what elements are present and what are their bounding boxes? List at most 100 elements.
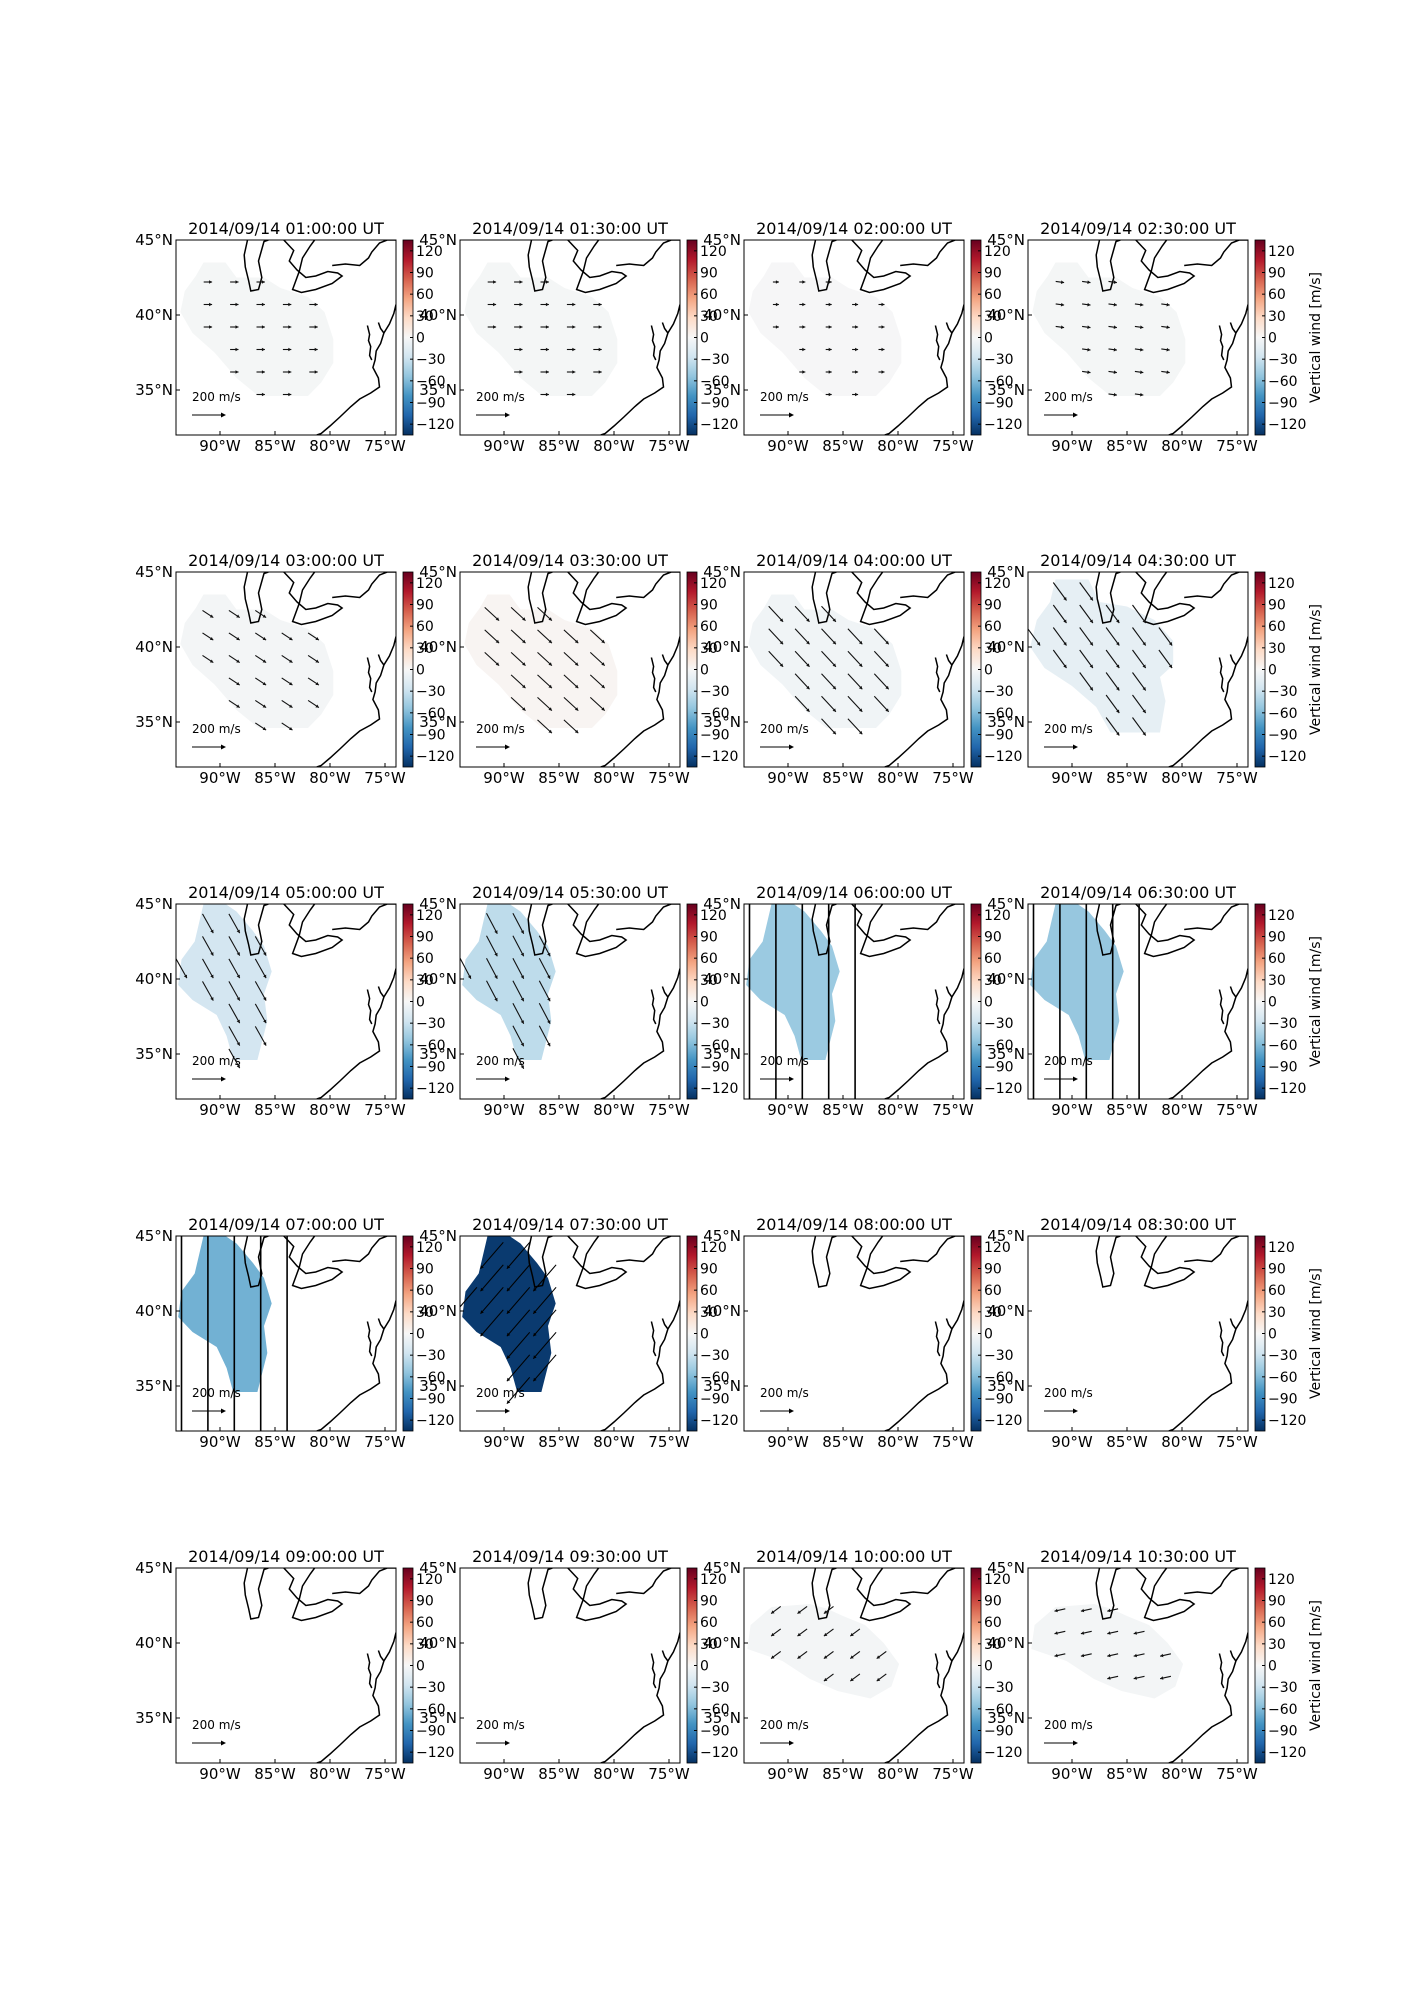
colorbar-tick-label: 30 (1268, 309, 1286, 325)
coastline (527, 1568, 553, 1620)
panel-title: 2014/09/14 06:00:00 UT (756, 883, 952, 902)
colorbar-tick-label: 120 (1268, 908, 1295, 924)
coastline (616, 1568, 680, 1595)
wind-vector-head (598, 302, 602, 307)
x-tick-label: 80°W (593, 1433, 635, 1451)
wind-vector-head (236, 929, 240, 934)
colorbar-tick-label: 120 (984, 908, 1011, 924)
wind-vector (794, 650, 810, 668)
wind-vector-head (236, 1019, 240, 1024)
colorbar-tick-label: 0 (984, 1659, 993, 1675)
y-tick-label: 35°N (987, 1709, 1025, 1727)
wind-vector-head (823, 1677, 828, 1682)
vertical-wind-fill (746, 904, 840, 1060)
wind-vector-head (467, 975, 472, 979)
wind-vector (768, 650, 784, 668)
map-frame (743, 1567, 965, 1764)
wind-vector-head (520, 1065, 524, 1069)
colorbar-tick-label: 90 (984, 266, 1002, 282)
map-frame (1027, 239, 1249, 436)
reference-arrow-head (505, 1076, 510, 1082)
y-tick-label: 45°N (135, 563, 173, 581)
colorbar-tick-label: 30 (416, 1637, 434, 1653)
colorbar-tick-label: −90 (1268, 1392, 1298, 1408)
reference-arrow-head (221, 1740, 226, 1746)
y-tick-label: 45°N (703, 231, 741, 249)
wind-vector-head (315, 681, 319, 686)
coastline (377, 986, 385, 998)
wind-vector-head (1133, 1631, 1138, 1635)
colorbar-tick-label: −120 (416, 1745, 454, 1761)
colorbar-tick-label: 120 (416, 908, 443, 924)
x-tick-label: 85°W (538, 1433, 580, 1451)
coastline (332, 240, 396, 267)
colorbar-tick-label: −90 (1268, 728, 1298, 744)
wind-vector-head (236, 681, 240, 686)
x-tick-label: 90°W (483, 1433, 525, 1451)
colorbar-tick-label: 120 (1268, 244, 1295, 260)
wind-vector-head (506, 1332, 511, 1337)
wind-vector-head (495, 617, 500, 621)
colorbar-tick-label: 0 (1268, 995, 1277, 1011)
colorbar-tick-label: 0 (984, 331, 993, 347)
wind-vector-head (547, 975, 551, 979)
wind-vector-head (547, 1042, 551, 1047)
x-tick-label: 75°W (364, 437, 406, 455)
reference-arrow-head (789, 1740, 794, 1746)
coastline (600, 1632, 680, 1763)
panel-title: 2014/09/14 05:00:00 UT (188, 883, 384, 902)
wind-vector-head (858, 685, 863, 690)
x-tick-label: 80°W (593, 769, 635, 787)
wind-vector-head (548, 707, 552, 711)
colorbar-tick-label: −90 (1268, 396, 1298, 412)
x-tick-label: 80°W (1161, 1433, 1203, 1451)
colorbar-tick-label: 60 (984, 619, 1002, 635)
panel-5: 200 m/s 2014/09/14 03:00:00 UT 90°W 85°W 80°… (135, 551, 454, 787)
panel-title: 2014/09/14 10:30:00 UT (1040, 1547, 1236, 1566)
panel-title: 2014/09/14 08:00:00 UT (756, 1215, 952, 1234)
y-tick-label: 35°N (419, 1377, 457, 1395)
wind-vector (202, 936, 214, 956)
wind-vector-head (261, 280, 265, 284)
wind-vector-head (261, 370, 265, 374)
coastline (1229, 322, 1237, 334)
wind-vector-head (850, 1632, 854, 1637)
colorbar-tick-label: 60 (984, 1615, 1002, 1631)
wind-vector (202, 958, 214, 979)
wind-vector-head (574, 729, 579, 734)
wind-vector-head (806, 618, 810, 622)
colorbar-tick-label: 90 (1268, 1594, 1286, 1610)
wind-vector-head (289, 681, 293, 686)
wind-vector (506, 1286, 531, 1315)
coastline (1184, 1236, 1248, 1263)
wind-vector-head (855, 302, 859, 307)
wind-vector-head (506, 1310, 511, 1314)
coastline (884, 304, 964, 435)
colorbar-tick-label: −30 (984, 1680, 1014, 1696)
colorbar-tick-label: 90 (984, 598, 1002, 614)
wind-vector-head (858, 730, 863, 735)
vertical-wind-fill (178, 904, 272, 1060)
map-area (180, 572, 396, 767)
colorbar-tick-label: −30 (416, 1348, 446, 1364)
coastline (527, 240, 553, 292)
colorbar-tick-label: 120 (984, 244, 1011, 260)
coastline (945, 986, 953, 998)
wind-vector (460, 1286, 478, 1308)
wind-vector-head (1142, 732, 1146, 736)
wind-vector-head (236, 614, 240, 618)
y-tick-label: 40°N (135, 638, 173, 656)
wind-vector (484, 606, 500, 622)
x-tick-label: 80°W (1161, 437, 1203, 455)
wind-vector-head (881, 302, 885, 307)
y-tick-label: 40°N (419, 1302, 457, 1320)
colorbar-tick-label: −90 (984, 1060, 1014, 1076)
coastline (1218, 1321, 1225, 1357)
y-tick-label: 35°N (987, 1377, 1025, 1395)
reference-arrow-head (221, 1076, 226, 1082)
coastline (934, 989, 941, 1025)
wind-vector-head (314, 370, 318, 374)
wind-vector-head (235, 370, 239, 374)
vertical-wind-fill (462, 1236, 556, 1392)
y-tick-label: 45°N (987, 231, 1025, 249)
